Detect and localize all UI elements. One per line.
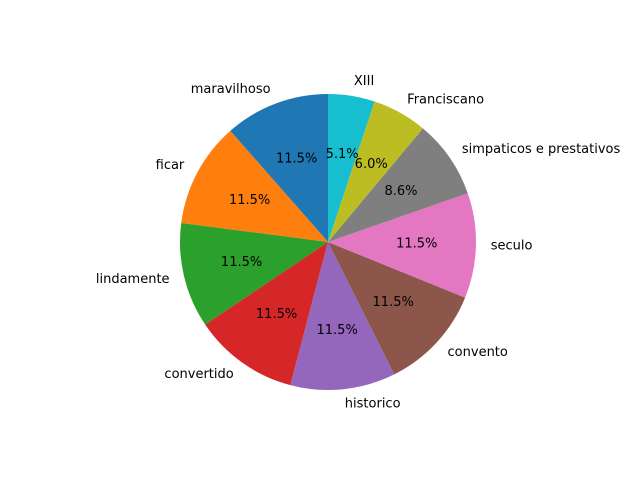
pie-slice-simpaticos-e-prestativos [328, 128, 468, 242]
slice-label-simpaticos-e-prestativos: simpaticos e prestativos [462, 142, 621, 157]
slice-label-convertido: convertido [164, 367, 233, 382]
pie-slice-historico [290, 242, 395, 391]
slice-label-convento: convento [448, 345, 508, 360]
pie-slice-ficar [181, 130, 328, 242]
pie-slice-franciscano [328, 101, 423, 242]
slice-label-xiii: XIII [354, 74, 374, 89]
slice-percent-lindamente: 11.5% [221, 255, 262, 270]
slices-layer [179, 94, 476, 391]
slice-label-maravilhoso: maravilhoso [191, 82, 271, 97]
pie-slice-convento [328, 242, 466, 375]
pie-slice-convertido [205, 242, 328, 386]
pie-slice-lindamente [179, 223, 328, 325]
pie-slice-xiii [328, 94, 375, 242]
slice-percent-convento: 11.5% [373, 295, 414, 310]
slice-percent-simpaticos-e-prestativos: 8.6% [385, 184, 418, 199]
slice-percent-ficar: 11.5% [229, 193, 270, 208]
slice-percent-seculo: 11.5% [396, 237, 437, 252]
slice-label-franciscano: Franciscano [407, 92, 484, 107]
slice-percent-historico: 11.5% [317, 323, 358, 338]
slice-percent-franciscano: 6.0% [355, 157, 388, 172]
slice-percent-xiii: 5.1% [326, 147, 359, 162]
slice-percent-convertido: 11.5% [256, 307, 297, 322]
pie-slice-seculo [328, 193, 476, 298]
slice-label-historico: historico [345, 396, 401, 411]
slice-label-seculo: seculo [491, 239, 533, 254]
slice-label-ficar: ficar [156, 158, 185, 173]
slice-label-lindamente: lindamente [96, 272, 170, 287]
slice-percent-maravilhoso: 11.5% [276, 151, 317, 166]
pie-slice-maravilhoso [230, 94, 328, 242]
labels-layer: maravilhoso 11.5% ficar 11.5% lindamente 11.5… [96, 74, 621, 412]
